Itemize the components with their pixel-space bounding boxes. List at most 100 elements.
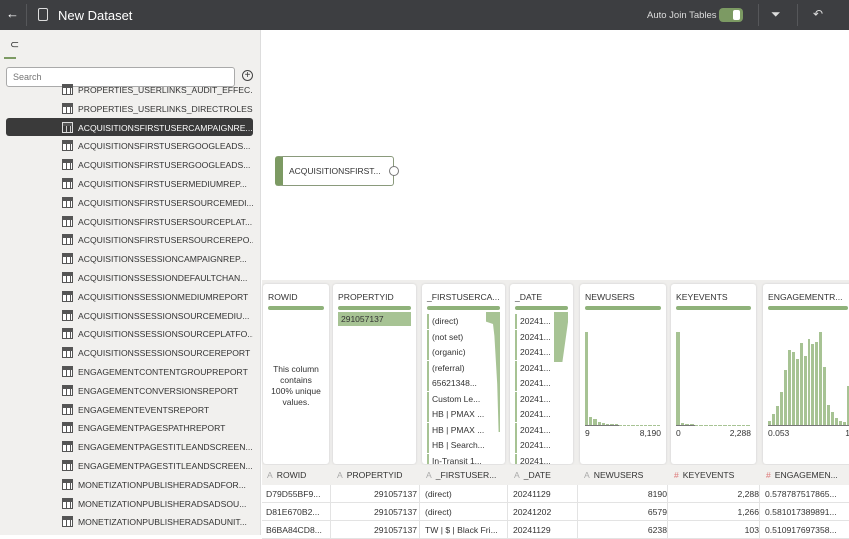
column-header[interactable]: #KEYEVENTS [674, 470, 764, 480]
filter-icon[interactable]: ⏷ [771, 7, 781, 22]
source-tab-icon[interactable]: ⊂ [10, 38, 19, 51]
list-item[interactable]: ACQUISITIONSFIRSTUSERGOOGLEADS... [6, 155, 253, 174]
quality-bar [585, 306, 661, 310]
table-cell[interactable]: 0.578787517865... [765, 489, 848, 499]
table-cell[interactable]: 20241129 [513, 489, 577, 499]
list-item[interactable]: ACQUISITIONSFIRSTUSERSOURCEPLAT... [6, 212, 253, 231]
table-cell[interactable]: 103 [673, 525, 759, 535]
table-cell[interactable]: 0.510917697358... [765, 525, 848, 535]
list-item[interactable]: ACQUISITIONSFIRSTUSERCAMPAIGNRE... [6, 118, 253, 137]
list-item[interactable]: ACQUISITIONSSESSIONSOURCEPLATFO... [6, 324, 253, 343]
list-item-label: ENGAGEMENTEVENTSREPORT [78, 405, 209, 415]
table-node[interactable]: ACQUISITIONSFIRST... [275, 156, 394, 186]
category-value[interactable]: 20241... [515, 438, 551, 453]
category-value[interactable]: (organic) [427, 345, 466, 360]
category-value[interactable]: (not set) [427, 330, 463, 345]
list-item[interactable]: ACQUISITIONSSESSIONSOURCEREPORT [6, 343, 253, 362]
table-cell[interactable]: 291057137 [336, 507, 417, 517]
table-cell[interactable]: 2,288 [673, 489, 759, 499]
list-item[interactable]: ACQUISITIONSFIRSTUSERMEDIUMREP... [6, 174, 253, 193]
table-cell[interactable]: 291057137 [336, 525, 417, 535]
category-value[interactable]: 20241... [515, 330, 551, 345]
connector-port[interactable] [389, 166, 399, 176]
table-icon [62, 103, 73, 114]
back-arrow-icon[interactable]: ← [6, 6, 19, 21]
hist-min: 0.053 [768, 428, 789, 438]
auto-join-toggle[interactable] [719, 8, 743, 22]
category-value[interactable]: Custom Le... [427, 392, 480, 407]
table-cell[interactable]: 291057137 [336, 489, 417, 499]
profile-card-keyevents[interactable]: KEYEVENTS 0 2,288 [671, 284, 756, 464]
list-item[interactable]: ENGAGEMENTCONVERSIONSREPORT [6, 381, 253, 400]
profile-card-propertyid[interactable]: PROPERTYID 291057137 [333, 284, 416, 464]
table-cell[interactable]: TW | $ | Black Fri... [425, 525, 507, 535]
table-icon [62, 197, 73, 208]
quality-bar [768, 306, 848, 310]
column-header-label: _FIRSTUSER... [436, 470, 497, 480]
list-item[interactable]: MONETIZATIONPUBLISHERADSADSOU... [6, 494, 253, 513]
table-cell[interactable]: 6579 [583, 507, 667, 517]
category-value[interactable]: 20241... [515, 376, 551, 391]
category-value[interactable]: 20241... [515, 361, 551, 376]
profile-card-engagement[interactable]: ENGAGEMENTR... 0.053 1 [763, 284, 849, 464]
list-item[interactable]: MONETIZATIONPUBLISHERADSADUNIT... [6, 512, 253, 531]
category-value[interactable]: 20241... [515, 454, 551, 465]
undo-icon[interactable]: ↶ [813, 7, 823, 21]
column-header[interactable]: A_DATE [514, 470, 582, 480]
category-value[interactable]: 20241... [515, 392, 551, 407]
list-item[interactable]: ACQUISITIONSSESSIONSOURCEMEDIU... [6, 306, 253, 325]
category-value[interactable]: 20241... [515, 423, 551, 438]
column-header[interactable]: A_FIRSTUSER... [426, 470, 512, 480]
table-cell[interactable]: 0.581017389891... [765, 507, 848, 517]
list-item[interactable]: ENGAGEMENTPAGESTITLEANDSCREEN... [6, 437, 253, 456]
category-value[interactable]: (referral) [427, 361, 465, 376]
table-cell[interactable]: 20241129 [513, 525, 577, 535]
list-item[interactable]: ACQUISITIONSSESSIONCAMPAIGNREP... [6, 249, 253, 268]
active-tab-indicator [4, 57, 16, 59]
list-item[interactable]: MONETIZATIONPUBLISHERADSADFOR... [6, 475, 253, 494]
table-cell[interactable]: D79D55BF9... [266, 489, 330, 499]
divider [797, 4, 798, 26]
category-value[interactable]: (direct) [427, 314, 458, 329]
list-item[interactable]: ENGAGEMENTCONTENTGROUPREPORT [6, 362, 253, 381]
table-cell[interactable]: D81E670B2... [266, 507, 330, 517]
list-item[interactable]: ENGAGEMENTPAGESTITLEANDSCREEN... [6, 456, 253, 475]
table-icon [62, 479, 73, 490]
profile-card-rowid[interactable]: ROWID This column contains 100% unique v… [263, 284, 329, 464]
table-icon [62, 385, 73, 396]
table-cell[interactable]: 1,266 [673, 507, 759, 517]
table-cell[interactable]: 20241202 [513, 507, 577, 517]
list-item[interactable]: ACQUISITIONSSESSIONDEFAULTCHAN... [6, 268, 253, 287]
table-cell[interactable]: 6238 [583, 525, 667, 535]
card-title: PROPERTYID [338, 292, 394, 302]
list-item[interactable]: ACQUISITIONSSESSIONMEDIUMREPORT [6, 287, 253, 306]
category-value[interactable]: In-Transit 1... [427, 454, 482, 465]
list-item[interactable]: ACQUISITIONSFIRSTUSERSOURCEREPO... [6, 230, 253, 249]
category-value[interactable]: HB | Search... [427, 438, 485, 453]
table-cell[interactable]: (direct) [425, 507, 507, 517]
list-item[interactable]: ENGAGEMENTEVENTSREPORT [6, 400, 253, 419]
table-cell[interactable]: B6BA84CD8... [266, 525, 330, 535]
category-value[interactable]: 20241... [515, 345, 551, 360]
category-value[interactable]: 20241... [515, 314, 551, 329]
list-item[interactable]: PROPERTIES_USERLINKS_AUDIT_EFFEC... [6, 80, 253, 99]
profile-card-newusers[interactable]: NEWUSERS 9 8,190 [580, 284, 666, 464]
table-cell[interactable]: (direct) [425, 489, 507, 499]
category-value[interactable]: HB | PMAX ... [427, 407, 484, 422]
profile-card-firstuser[interactable]: _FIRSTUSERCA... (direct)(not set)(organi… [422, 284, 505, 464]
category-value[interactable]: 20241... [515, 407, 551, 422]
value-chip[interactable]: 291057137 [338, 312, 411, 326]
profile-card-date[interactable]: _DATE 20241...20241...20241...20241...20… [510, 284, 573, 464]
list-item[interactable]: ACQUISITIONSFIRSTUSERSOURCEMEDI... [6, 193, 253, 212]
column-header[interactable]: #ENGAGEMEN... [766, 470, 849, 480]
table-icon [62, 234, 73, 245]
table-cell[interactable]: 8190 [583, 489, 667, 499]
category-value[interactable]: 65621348... [427, 376, 477, 391]
list-item[interactable]: PROPERTIES_USERLINKS_DIRECTROLES [6, 99, 253, 118]
list-item[interactable]: ACQUISITIONSFIRSTUSERGOOGLEADS... [6, 136, 253, 155]
list-item[interactable]: ENGAGEMENTPAGESPATHREPORT [6, 418, 253, 437]
category-value[interactable]: HB | PMAX ... [427, 423, 484, 438]
